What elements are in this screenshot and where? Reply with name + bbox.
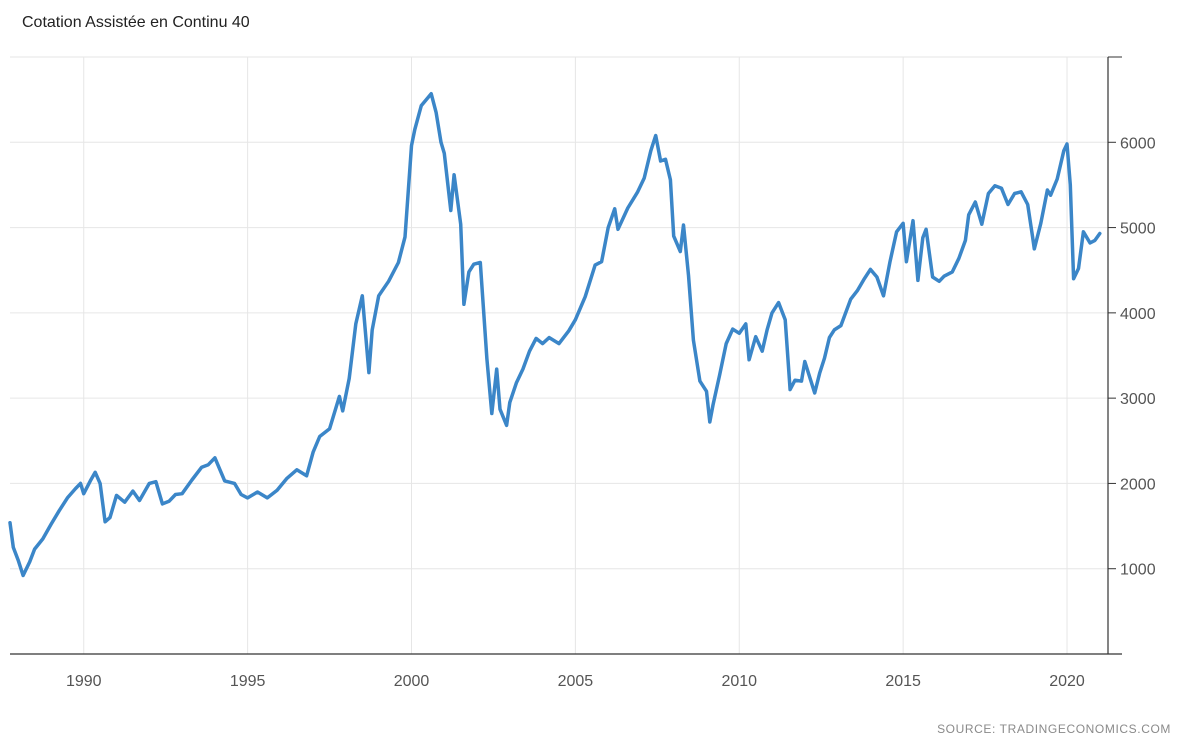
series-line-0: [8, 91, 1102, 578]
axis-layer: 1000 2000 3000 4000 5000 6000 1990 1995 2000 2005…: [10, 56, 1156, 690]
x-tick-label: 2010: [721, 673, 757, 690]
y-tick-label: 5000: [1120, 221, 1156, 238]
x-tick-label: 2005: [558, 673, 594, 690]
series-layer: [8, 91, 1102, 578]
x-tick-label: 1990: [66, 673, 102, 690]
y-tick-label: 3000: [1120, 391, 1156, 408]
x-tick-label: 2020: [1049, 673, 1085, 690]
y-tick-label: 2000: [1120, 476, 1156, 493]
y-tick-label: 6000: [1120, 135, 1156, 152]
source-attribution: SOURCE: TRADINGECONOMICS.COM: [937, 722, 1171, 736]
grid-layer: [10, 56, 1108, 654]
y-tick-label: 4000: [1120, 306, 1156, 323]
x-tick-label: 2015: [885, 673, 921, 690]
x-tick-label: 2000: [394, 673, 430, 690]
x-tick-label: 1995: [230, 673, 266, 690]
chart-title: Cotation Assistée en Continu 40: [22, 14, 250, 31]
y-tick-label: 1000: [1120, 562, 1156, 579]
